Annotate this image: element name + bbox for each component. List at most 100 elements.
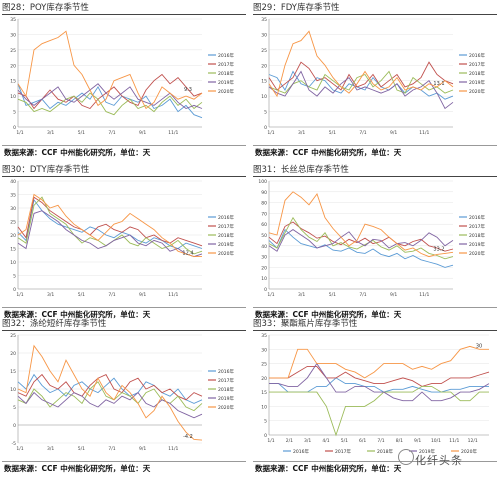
x-tick-label: 11/1 (419, 130, 429, 136)
series-line (269, 345, 489, 379)
legend-label: 2016年 (469, 214, 485, 221)
watermark: 化纤头条 (415, 454, 463, 467)
y-tick-label: 20 (261, 376, 267, 382)
source-note: 数据来源：CCF 中州能化研究所，单位：天 (4, 310, 151, 319)
x-tick-label: 1/1 (267, 130, 274, 136)
y-tick-label: 30 (261, 32, 267, 38)
x-tick-label: 1/1 (267, 438, 274, 444)
data-label: 30 (476, 343, 482, 349)
series-line (269, 362, 490, 402)
legend-label: 2018年 (469, 70, 485, 77)
y-tick-label: 5 (264, 419, 267, 425)
data-label: 9.3 (184, 87, 192, 93)
source-note: 数据来源：CCF 中州能化研究所，单位：天 (255, 310, 402, 319)
y-tick-label: 15 (261, 79, 267, 85)
legend-label: 2017年 (335, 448, 351, 455)
series-line (17, 198, 203, 249)
chart-plot-fdy: 0 5 10 15 20 25 30 35 1/1 3/1 5/1 7/1 9/1 11/1 13.1 201… (261, 17, 485, 136)
y-tick-label: 30 (261, 255, 267, 261)
y-tick-label: 10 (10, 94, 16, 100)
y-tick-label: 20 (10, 351, 16, 357)
legend-label: 2016年 (293, 448, 309, 455)
y-tick-label: 10 (10, 387, 16, 393)
chart-plot-dty: 0 5 10 15 20 25 30 35 40 1/1 3/1 5/1 7/1 9/1 11/1 12.4 2… (10, 179, 234, 298)
series-line (17, 92, 203, 116)
y-tick-label: 15 (10, 79, 16, 85)
y-tick-label: 50 (261, 233, 267, 239)
x-tick-label: 2/1 (286, 438, 293, 444)
x-tick-label: 3/1 (47, 292, 54, 298)
x-tick-label: 7/1 (108, 130, 115, 136)
x-tick-label: 1/1 (267, 292, 274, 298)
chart-title: 图30：DTY库存季节性 (2, 164, 246, 177)
x-tick-label: 9/1 (139, 292, 146, 298)
x-tick-label: 10/1 (431, 438, 441, 444)
x-tick-label: 1/1 (16, 130, 23, 136)
x-tick-label: 7/1 (359, 130, 366, 136)
y-tick-label: 0 (264, 287, 267, 293)
x-tick-label: 5/1 (78, 446, 85, 452)
x-tick-label: 3/1 (47, 446, 54, 452)
divider (2, 461, 246, 462)
legend-label: 2018年 (218, 386, 234, 393)
legend-label: 2017年 (218, 61, 234, 68)
divider (253, 307, 497, 308)
legend-label: 2017年 (469, 61, 485, 68)
y-tick-label: 20 (261, 63, 267, 69)
source-note: 数据来源：CCF 中州能化研究所，单位：天 (4, 148, 151, 157)
x-tick-label: 9/1 (390, 130, 397, 136)
divider (2, 145, 246, 146)
legend-label: 2016年 (469, 52, 485, 59)
y-tick-label: 20 (10, 233, 16, 239)
y-tick-label: 5 (13, 405, 16, 411)
y-tick-label: 20 (261, 265, 267, 271)
legend-label: 2018年 (218, 232, 234, 239)
x-tick-label: 11/1 (419, 292, 429, 298)
series-line (17, 381, 203, 412)
y-tick-label: 5 (13, 274, 16, 280)
x-tick-label: 9/1 (414, 438, 421, 444)
series-line (17, 373, 203, 401)
legend-label: 2019年 (419, 448, 435, 455)
chart-panel-fdy: 图29：FDY库存季节性 0 5 10 15 20 25 30 35 1/1 3/1 5/1 7/1 9… (253, 2, 497, 161)
series-line (268, 229, 454, 252)
x-tick-label: 11/1 (168, 130, 178, 136)
x-tick-label: 11/1 (168, 292, 178, 298)
y-tick-label: 30 (10, 32, 16, 38)
y-tick-label: 0 (13, 125, 16, 131)
x-tick-label: 7/1 (108, 446, 115, 452)
source-note: 数据来源：CCF 中州能化研究所，单位：天 (255, 148, 402, 157)
x-tick-label: 12/1 (468, 438, 478, 444)
y-tick-label: 70 (261, 211, 267, 217)
y-tick-label: 10 (261, 404, 267, 410)
chart-panel-staple: 图32：涤纶短纤库存季节性 -5 0 5 10 15 20 25 1/1 3/1 5/1 7/1 9/… (2, 318, 246, 477)
y-tick-label: 40 (10, 179, 16, 185)
y-tick-label: 35 (261, 17, 267, 23)
series-line (269, 385, 489, 437)
y-tick-label: 25 (10, 333, 16, 339)
y-tick-label: 30 (261, 347, 267, 353)
y-tick-label: 100 (258, 179, 267, 185)
chart-title: 图33：聚酯瓶片库存季节性 (253, 318, 497, 331)
y-tick-label: 25 (10, 48, 16, 54)
series-line (17, 83, 203, 119)
data-label: 33.2 (433, 246, 444, 252)
chart-plot-total: 0 10 20 30 40 50 60 70 80 90 100 1/1 3/1 5/1 7/1 9/1 11/… (258, 179, 485, 298)
y-tick-label: 25 (10, 220, 16, 226)
x-tick-label: 11/1 (168, 446, 178, 452)
legend-label: 2019年 (218, 395, 234, 402)
x-tick-label: 8/1 (396, 438, 403, 444)
legend-label: 2020年 (218, 88, 234, 95)
legend-label: 2016年 (218, 52, 234, 59)
legend-label: 2016年 (218, 368, 234, 375)
y-tick-label: 15 (10, 247, 16, 253)
y-tick-label: 80 (261, 201, 267, 207)
data-label: -4.2 (183, 434, 193, 440)
y-tick-label: 25 (261, 362, 267, 368)
y-tick-label: 0 (13, 423, 16, 429)
y-tick-label: 35 (10, 193, 16, 199)
series-line (17, 196, 203, 247)
x-tick-label: 3/1 (304, 438, 311, 444)
legend-label: 2020年 (469, 88, 485, 95)
y-tick-label: 15 (261, 390, 267, 396)
